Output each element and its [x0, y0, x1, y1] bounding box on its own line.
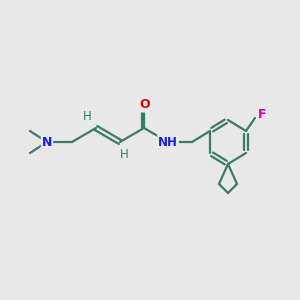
Text: O: O	[140, 98, 150, 112]
Text: N: N	[42, 136, 52, 148]
Text: NH: NH	[158, 136, 178, 148]
Text: F: F	[258, 109, 266, 122]
Text: H: H	[82, 110, 91, 122]
Text: H: H	[120, 148, 128, 161]
